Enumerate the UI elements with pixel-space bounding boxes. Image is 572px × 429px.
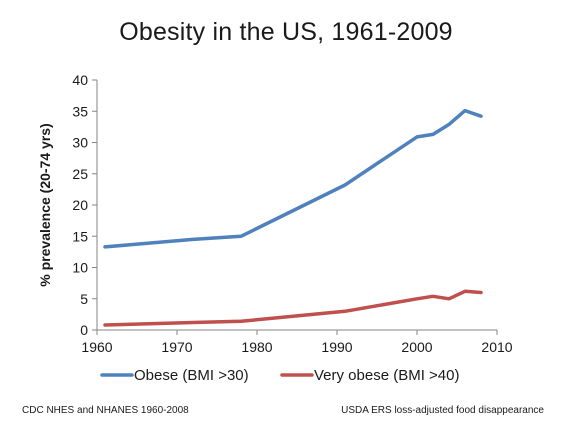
x-tick-label: 1960 bbox=[81, 339, 112, 355]
x-tick-label: 1990 bbox=[321, 339, 352, 355]
source-note-right: USDA ERS loss-adjusted food disappearanc… bbox=[341, 405, 544, 416]
chart-axes: 0 5 10 15 20 25 30 35 40 1960 1970 1980 1990 2000 2010 bbox=[72, 72, 512, 355]
y-tick-label: 30 bbox=[72, 135, 88, 151]
legend-label: Obese (BMI >30) bbox=[134, 367, 249, 384]
y-axis-label: % prevalence (20-74 yrs) bbox=[37, 123, 53, 286]
y-tick-label: 10 bbox=[72, 260, 88, 276]
chart-series bbox=[103, 108, 483, 327]
y-tick-label: 5 bbox=[80, 291, 88, 307]
y-tick-label: 40 bbox=[72, 72, 88, 88]
chart-title: Obesity in the US, 1961-2009 bbox=[119, 18, 453, 46]
source-note-left: CDC NHES and NHANES 1960-2008 bbox=[22, 405, 189, 416]
y-tick-label: 15 bbox=[72, 228, 88, 244]
series-line-obese bbox=[103, 108, 483, 249]
series-line-very-obese bbox=[103, 289, 483, 327]
x-tick-label: 2000 bbox=[401, 339, 432, 355]
y-tick-label: 20 bbox=[72, 197, 88, 213]
x-tick-label: 1980 bbox=[241, 339, 272, 355]
y-tick-label: 35 bbox=[72, 103, 88, 119]
legend-label: Very obese (BMI >40) bbox=[314, 367, 460, 384]
chart-legend: Obese (BMI >30) Very obese (BMI >40) bbox=[100, 367, 460, 384]
y-tick-label: 0 bbox=[80, 322, 88, 338]
y-tick-label: 25 bbox=[72, 166, 88, 182]
x-tick-label: 1970 bbox=[161, 339, 192, 355]
x-tick-label: 2010 bbox=[481, 339, 512, 355]
